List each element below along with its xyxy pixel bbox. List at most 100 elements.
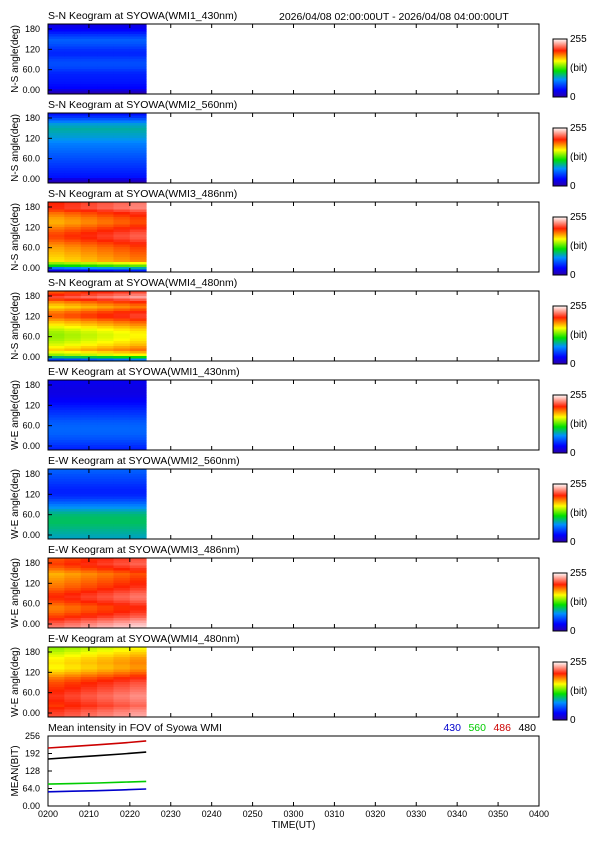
heatmap-cell — [48, 145, 65, 149]
heatmap-cell — [113, 217, 131, 220]
heatmap-cell — [97, 563, 114, 566]
heatmap-cell — [129, 387, 147, 391]
heatmap-cell — [48, 471, 65, 475]
heatmap-cell — [64, 170, 82, 174]
heatmap-cell — [113, 385, 131, 388]
heatmap-cell — [113, 74, 131, 77]
heatmap-cell — [129, 694, 147, 698]
heatmap-cell — [113, 714, 131, 718]
heatmap-cell — [48, 620, 65, 624]
heatmap-cell — [48, 254, 65, 258]
heatmap-cell — [113, 237, 131, 240]
heatmap-cell — [48, 422, 65, 426]
heatmap-cell — [113, 445, 131, 448]
heatmap-cell — [97, 440, 114, 443]
heatmap-cell — [113, 204, 131, 208]
heatmap-cell — [48, 526, 65, 530]
heatmap-cell — [64, 623, 82, 626]
heatmap-cell — [113, 623, 131, 626]
heatmap-cell — [80, 519, 98, 522]
y-tick-label: 120 — [25, 667, 40, 677]
heatmap-cell — [129, 346, 147, 349]
heatmap-cell — [64, 516, 82, 520]
colorbar-min-label: 0 — [570, 537, 576, 548]
heatmap-cell — [48, 170, 65, 174]
heatmap-cell — [48, 692, 65, 695]
heatmap-cell — [80, 135, 98, 139]
heatmap-cell — [129, 402, 147, 406]
heatmap-cell — [64, 521, 82, 525]
heatmap-cell — [48, 202, 65, 205]
heatmap-cell — [48, 677, 65, 680]
heatmap-cell — [80, 440, 98, 443]
heatmap-cell — [64, 318, 82, 322]
heatmap-cell — [97, 145, 114, 149]
heatmap-cell — [97, 405, 114, 408]
heatmap-cell — [64, 331, 82, 334]
heatmap-cell — [48, 204, 65, 208]
heatmap-cell — [97, 214, 114, 218]
heatmap-cell — [113, 84, 131, 87]
heatmap-cell — [80, 531, 98, 535]
heatmap-cell — [80, 338, 98, 342]
heatmap-cell — [48, 496, 65, 500]
heatmap-cell — [129, 615, 147, 619]
heatmap-cell — [113, 489, 131, 492]
heatmap-cell — [97, 702, 114, 705]
y-tick-label: 120 — [25, 44, 40, 54]
heatmap-cell — [113, 560, 131, 564]
heatmap-cell — [113, 598, 131, 601]
heatmap-cell — [113, 521, 131, 525]
heatmap-cell — [113, 128, 131, 131]
heatmap-cell — [129, 654, 147, 658]
heatmap-cell — [48, 575, 65, 579]
heatmap-cell — [129, 600, 147, 604]
heatmap-cell — [80, 217, 98, 220]
heatmap-cell — [48, 306, 65, 309]
heatmap-cell — [48, 445, 65, 448]
heatmap-cell — [97, 321, 114, 324]
y-tick-label: 0.00 — [22, 708, 40, 718]
heatmap-cell — [48, 652, 65, 655]
heatmap-cell — [129, 679, 147, 683]
heatmap-cell — [97, 239, 114, 243]
heatmap-cell — [48, 163, 65, 166]
heatmap-cell — [113, 175, 131, 179]
heatmap-cell — [80, 31, 98, 35]
heatmap-cell — [64, 677, 82, 680]
heatmap-cell — [80, 672, 98, 675]
heatmap-cell — [64, 694, 82, 698]
heatmap-cell — [97, 242, 114, 245]
heatmap-cell — [97, 301, 114, 304]
heatmap-cell — [129, 135, 147, 139]
heatmap-cell — [113, 682, 131, 685]
heatmap-cell — [129, 61, 147, 65]
heatmap-cell — [64, 341, 82, 344]
heatmap-cell — [64, 242, 82, 245]
heatmap-cell — [48, 316, 65, 319]
heatmap-cell — [64, 118, 82, 121]
heatmap-cell — [113, 437, 131, 441]
heatmap-cell — [80, 351, 98, 354]
heatmap-cell — [97, 667, 114, 670]
heatmap-cell — [129, 138, 147, 141]
heatmap-cell — [129, 123, 147, 126]
heatmap-cell — [113, 442, 131, 446]
heatmap-cell — [48, 714, 65, 718]
heatmap-cell — [129, 585, 147, 589]
heatmap-cell — [97, 257, 114, 260]
heatmap-cell — [97, 613, 114, 616]
heatmap-cell — [113, 595, 131, 599]
heatmap-cell — [129, 336, 147, 339]
heatmap-cell — [129, 689, 147, 693]
heatmap-cell — [64, 385, 82, 388]
heatmap-cell — [97, 298, 114, 302]
heatmap-cell — [129, 534, 147, 537]
heatmap-cell — [97, 692, 114, 695]
heatmap-cell — [80, 51, 98, 55]
heatmap-cell — [97, 209, 114, 213]
heatmap-cell — [129, 526, 147, 530]
heatmap-cell — [64, 712, 82, 715]
heatmap-cell — [97, 204, 114, 208]
heatmap-cell — [129, 306, 147, 309]
